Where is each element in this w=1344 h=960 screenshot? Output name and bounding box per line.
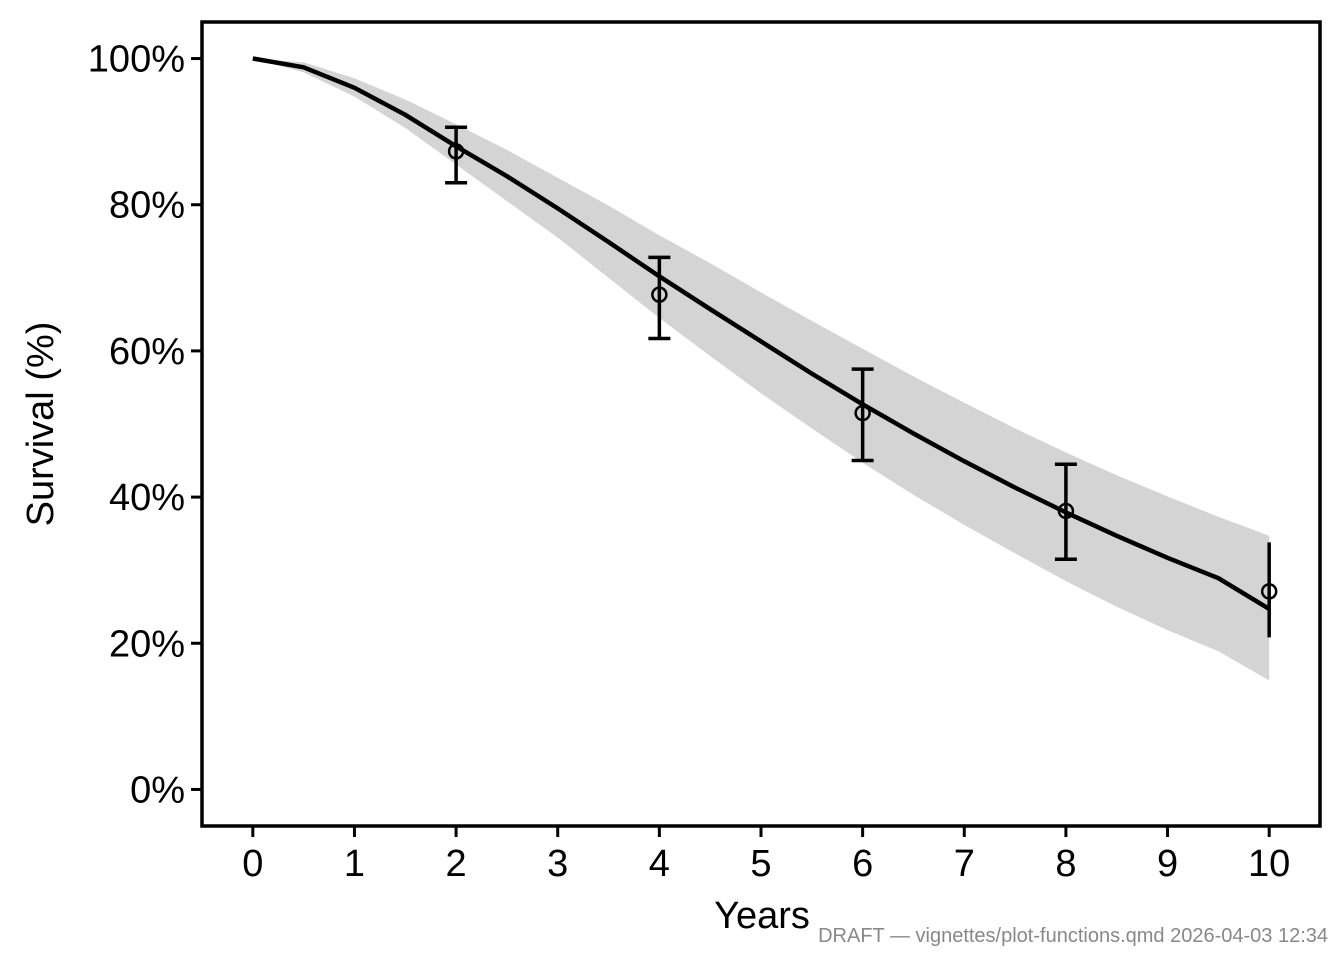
x-tick-label: 4 — [649, 843, 670, 885]
survival-curve — [252, 56, 1271, 611]
y-axis-title: Survival (%) — [20, 322, 62, 527]
y-tick-label: 100% — [88, 39, 185, 81]
x-axis-title: Years — [714, 895, 810, 937]
y-tick-label: 0% — [130, 769, 185, 811]
y-tick-label: 20% — [109, 623, 185, 665]
plot-frame — [200, 20, 1322, 828]
x-tick-label: 8 — [1055, 843, 1076, 885]
x-tick-label: 5 — [750, 843, 771, 885]
x-tick-label: 0 — [242, 843, 263, 885]
observed-point-10 — [1260, 542, 1278, 638]
point-marker — [854, 404, 871, 422]
observed-point-8 — [1054, 462, 1077, 561]
observed-point-2 — [445, 125, 468, 185]
x-tick-label: 7 — [954, 843, 975, 885]
y-tick-label: 60% — [109, 331, 185, 373]
x-tick-label: 9 — [1157, 843, 1178, 885]
x-tick-label: 3 — [547, 843, 568, 885]
point-marker — [1057, 502, 1075, 520]
x-axis: 0 1 2 3 4 5 6 7 8 9 10 — [242, 826, 1290, 885]
point-marker — [651, 286, 668, 303]
draft-watermark: DRAFT — vignettes/plot-functions.qmd 202… — [818, 925, 1328, 947]
confidence-band-area — [252, 58, 1270, 681]
confidence-band — [252, 58, 1270, 681]
panel-border — [200, 20, 1322, 828]
survival-curve-line — [252, 56, 1271, 611]
y-axis: 0% 20% 40% 60% 80% 100% — [88, 39, 202, 811]
observed-point-4 — [648, 255, 671, 341]
observed-point-6 — [851, 367, 874, 463]
observed-points — [445, 125, 1278, 638]
x-tick-label: 1 — [344, 843, 365, 885]
x-tick-label: 2 — [446, 843, 467, 885]
y-tick-label: 80% — [109, 185, 185, 227]
point-marker — [447, 143, 465, 160]
y-tick-label: 40% — [109, 477, 185, 519]
point-marker — [1260, 583, 1278, 600]
x-tick-label: 10 — [1248, 843, 1290, 885]
x-tick-label: 6 — [852, 843, 873, 885]
